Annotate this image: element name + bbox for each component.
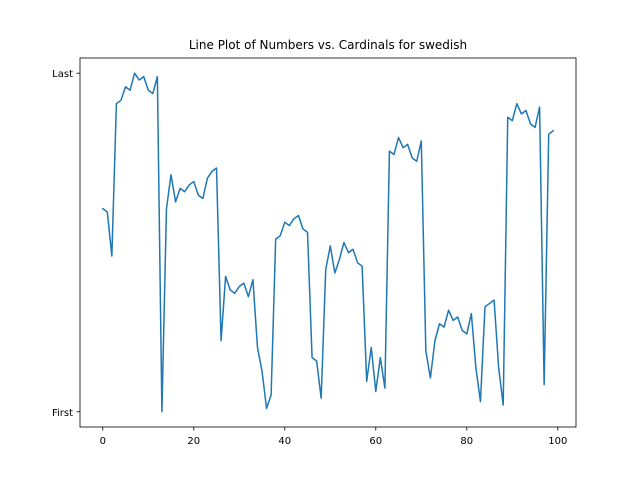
y-tick-label: First — [52, 408, 73, 419]
x-tick-label: 20 — [187, 436, 200, 447]
x-tick-label: 100 — [548, 436, 567, 447]
x-tick-label: 0 — [100, 436, 106, 447]
chart-title: Line Plot of Numbers vs. Cardinals for s… — [189, 38, 467, 52]
x-tick-label: 80 — [460, 436, 473, 447]
series-line-0 — [101, 72, 555, 413]
x-tick-label: 60 — [369, 436, 382, 447]
axes-frame — [79, 57, 577, 428]
x-tick-label: 40 — [278, 436, 291, 447]
y-tick-label: Last — [52, 69, 73, 80]
plot-area: 0 20 40 60 80 100 First Last — [52, 57, 577, 447]
